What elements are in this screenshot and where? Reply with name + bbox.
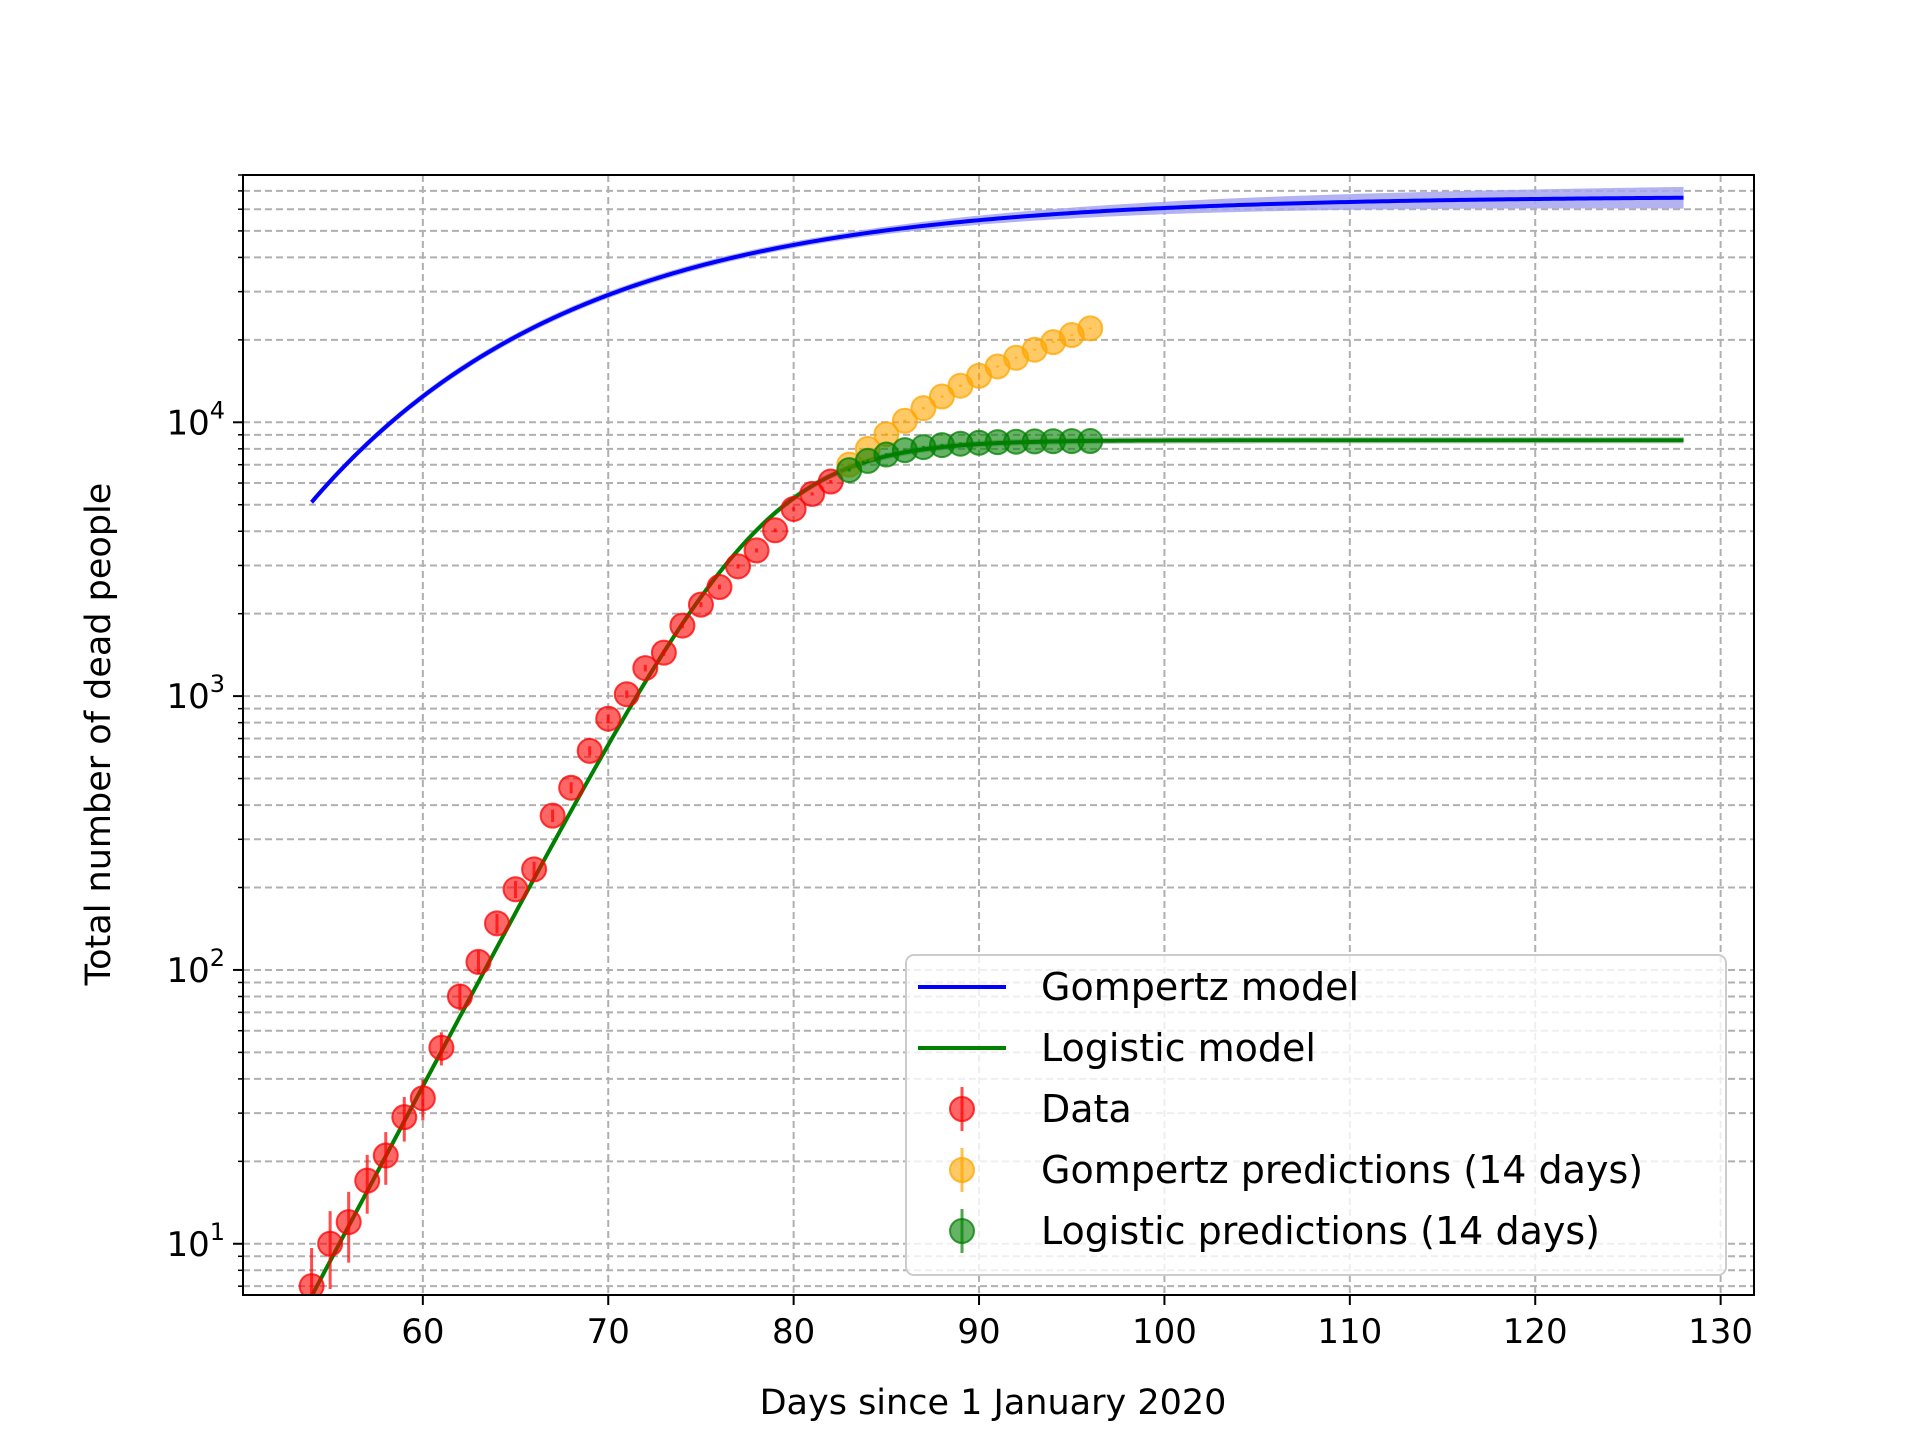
data-point: [595, 705, 622, 732]
x-tick-label: 130: [1688, 1312, 1753, 1352]
data-point: [409, 1085, 436, 1112]
legend-label-gompertz-model: Gompertz model: [1041, 965, 1359, 1009]
logistic-prediction-point: [1077, 428, 1104, 455]
legend: Gompertz model Logistic model Data Gompertz…: [905, 954, 1727, 1276]
y-axis-label: Total number of dead people: [79, 483, 119, 987]
data-point: [669, 612, 696, 639]
y-tick-label: 102: [166, 944, 225, 991]
axes-frame: [242, 174, 1755, 1296]
data-point: [687, 591, 714, 618]
legend-swatch-data: [949, 1096, 975, 1122]
data-point: [650, 639, 677, 666]
y-tick-label: 103: [166, 670, 225, 717]
legend-label-logistic-model: Logistic model: [1041, 1026, 1316, 1070]
data-series: [298, 468, 844, 1295]
y-axis-ticks: 101 102 103 104: [166, 174, 243, 1287]
y-tick-label: 104: [166, 396, 225, 443]
data-point: [613, 681, 640, 708]
x-tick-label: 60: [401, 1312, 444, 1352]
x-tick-label: 120: [1503, 1312, 1568, 1352]
legend-swatch-gompertz-predictions-14-days: [949, 1157, 975, 1183]
gompertz-prediction-point: [910, 395, 937, 422]
data-point: [725, 553, 752, 580]
gompertz-prediction-point: [1077, 315, 1104, 342]
data-point: [780, 495, 807, 522]
data-point: [521, 856, 548, 883]
data-point: [817, 468, 844, 495]
x-tick-label: 80: [772, 1312, 815, 1352]
gompertz-confidence-band: [311, 186, 1684, 506]
data-point: [576, 737, 603, 764]
data-point: [428, 1034, 455, 1061]
data-point: [298, 1273, 325, 1295]
legend-label-gompertz-predictions-14-days: Gompertz predictions (14 days): [1041, 1148, 1643, 1192]
data-point: [372, 1142, 399, 1169]
x-tick-label: 90: [957, 1312, 1000, 1352]
gompertz-model-line: [310, 195, 1684, 504]
x-axis-label: Days since 1 January 2020: [760, 1383, 1227, 1423]
data-point: [632, 655, 659, 682]
gompertz-prediction-point: [891, 407, 918, 434]
data-point: [558, 774, 585, 801]
data-point: [483, 910, 510, 937]
x-tick-label: 110: [1317, 1312, 1382, 1352]
data-point: [446, 983, 473, 1010]
legend-box: [905, 954, 1727, 1276]
data-point: [706, 574, 733, 601]
legend-label-logistic-predictions-14-days: Logistic predictions (14 days): [1041, 1209, 1600, 1253]
plot-frame: [242, 174, 1755, 1296]
data-point: [502, 876, 529, 903]
data-point: [354, 1167, 381, 1194]
data-point: [317, 1230, 344, 1257]
data-point: [799, 480, 826, 507]
y-tick-label: 101: [166, 1218, 225, 1265]
x-tick-label: 70: [587, 1312, 630, 1352]
legend-swatch-logistic-predictions-14-days: [949, 1218, 975, 1244]
x-tick-label: 100: [1132, 1312, 1197, 1352]
data-point: [743, 537, 770, 564]
data-point: [391, 1104, 418, 1131]
data-point: [465, 948, 492, 975]
data-point: [335, 1209, 362, 1236]
data-point: [762, 517, 789, 544]
legend-label-data: Data: [1041, 1087, 1132, 1131]
plot-area: [298, 186, 1684, 1295]
logistic-prediction-series: [836, 428, 1104, 484]
data-point: [539, 802, 566, 829]
x-axis-ticks: 60 70 80 90 100 110 120 130: [401, 1295, 1753, 1352]
